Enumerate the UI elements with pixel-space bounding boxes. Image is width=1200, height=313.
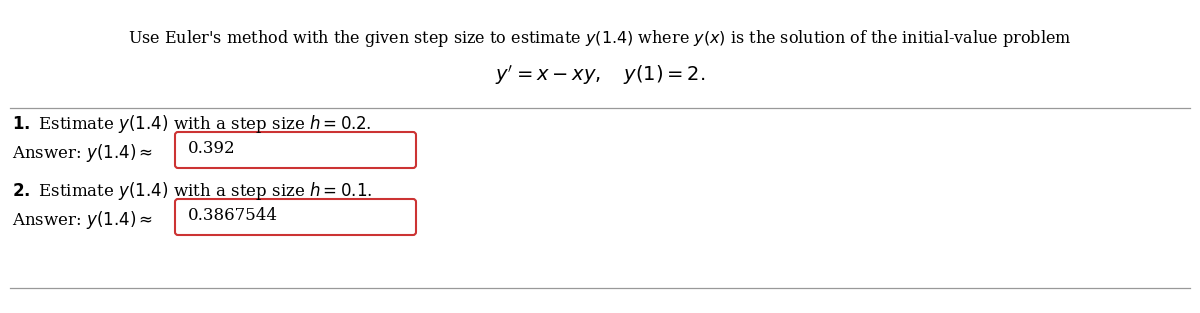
Text: $\mathbf{1.}$ Estimate $y(1.4)$ with a step size $h = 0.2$.: $\mathbf{1.}$ Estimate $y(1.4)$ with a s… xyxy=(12,113,372,135)
Text: $\mathbf{2.}$ Estimate $y(1.4)$ with a step size $h = 0.1$.: $\mathbf{2.}$ Estimate $y(1.4)$ with a s… xyxy=(12,180,372,202)
Text: $y^{\prime} = x - xy, \quad y(1) = 2.$: $y^{\prime} = x - xy, \quad y(1) = 2.$ xyxy=(494,63,706,87)
FancyBboxPatch shape xyxy=(175,199,416,235)
Text: 0.392: 0.392 xyxy=(188,140,235,157)
FancyBboxPatch shape xyxy=(175,132,416,168)
Text: Answer: $y(1.4) \approx$: Answer: $y(1.4) \approx$ xyxy=(12,209,152,231)
Text: 0.3867544: 0.3867544 xyxy=(188,207,278,224)
Text: Answer: $y(1.4) \approx$: Answer: $y(1.4) \approx$ xyxy=(12,142,152,164)
Text: Use Euler's method with the given step size to estimate $y(1.4)$ where $y(x)$ is: Use Euler's method with the given step s… xyxy=(128,28,1072,49)
